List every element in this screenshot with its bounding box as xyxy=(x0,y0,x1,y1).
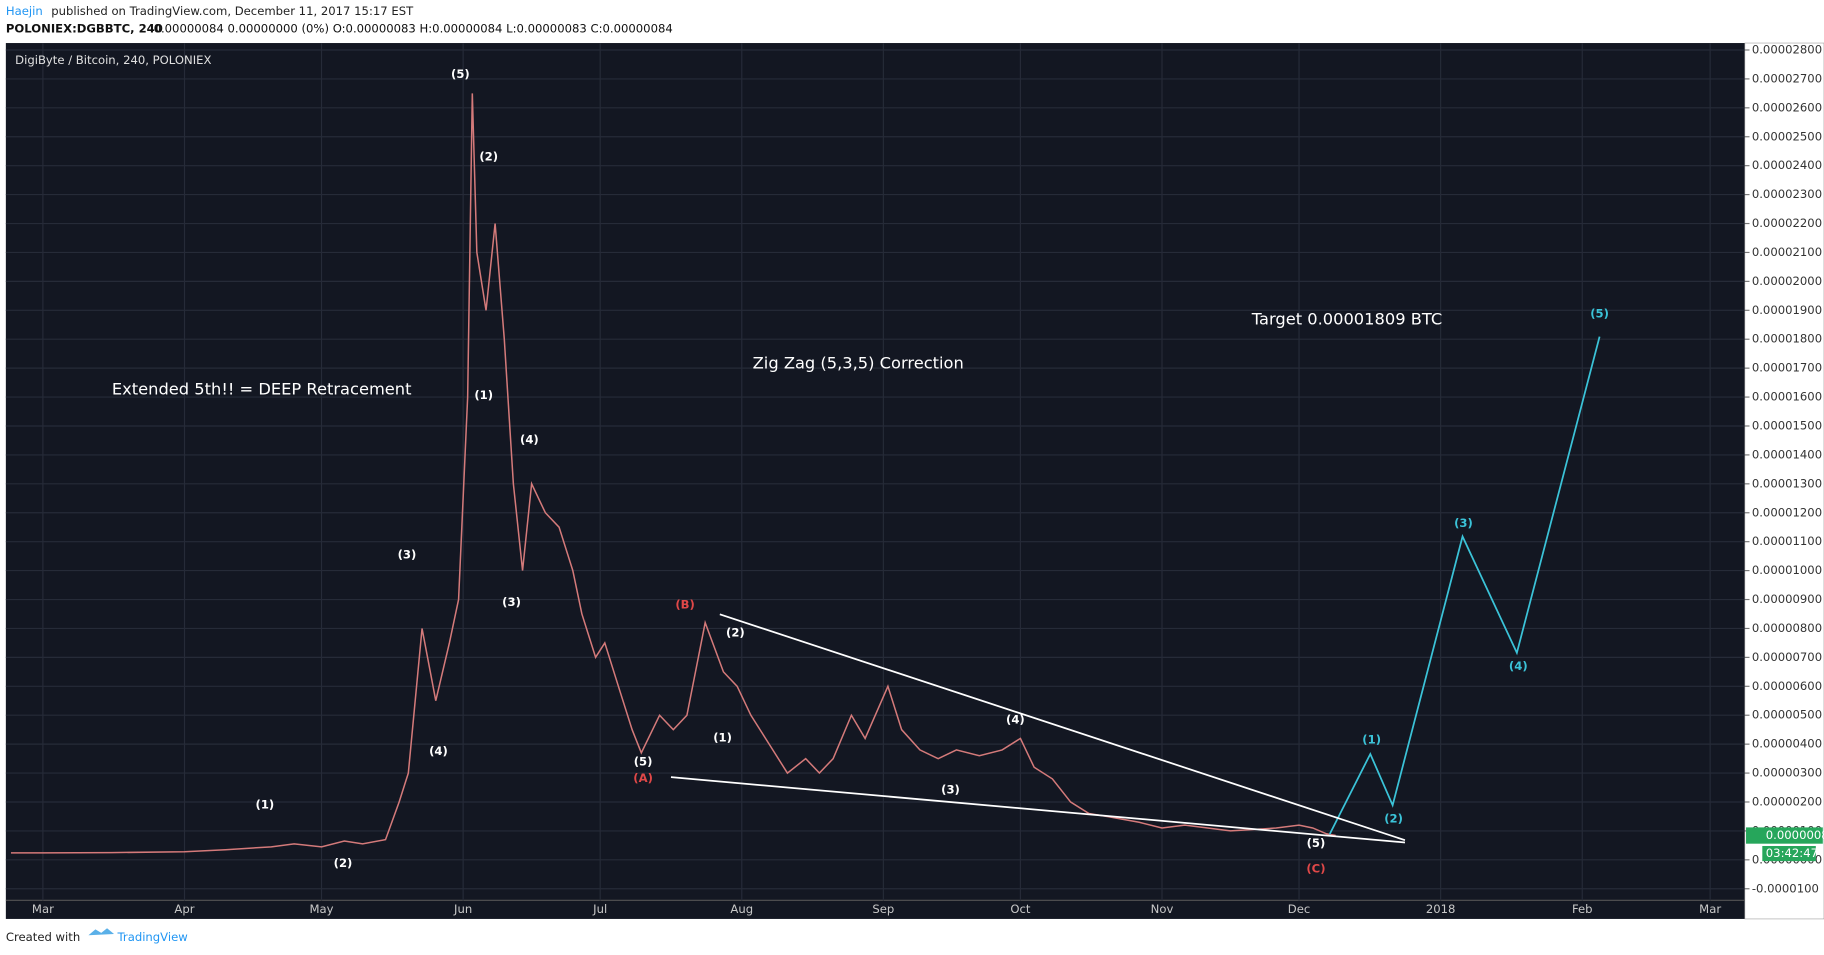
y-tick-label: 0.00001900 xyxy=(1752,303,1822,317)
y-tick-label: 0.00000600 xyxy=(1752,679,1822,693)
wave-label: (1) xyxy=(713,730,732,744)
y-tick-label: 0.00002700 xyxy=(1752,71,1822,85)
x-tick-label: 2018 xyxy=(1426,902,1456,916)
wave-label: (2) xyxy=(1384,812,1403,826)
y-tick-label: 0.00000900 xyxy=(1752,592,1822,606)
x-tick-label: Mar xyxy=(32,902,54,916)
y-tick-label: 0.00002200 xyxy=(1752,216,1822,230)
x-tick-label: Nov xyxy=(1151,902,1174,916)
wave-label: (3) xyxy=(398,547,417,561)
wave-label: (5) xyxy=(1307,836,1326,850)
y-tick-label: 0.00001300 xyxy=(1752,476,1822,490)
series-line xyxy=(719,613,1406,842)
x-tick-label: Jul xyxy=(592,902,607,916)
y-tick-label: 0.00002000 xyxy=(1752,274,1822,288)
y-tick-label: -0.0000100 xyxy=(1752,881,1819,895)
chart-title: DigiByte / Bitcoin, 240, POLONIEX xyxy=(15,53,211,67)
wave-label: (4) xyxy=(520,432,539,446)
x-tick-label: Sep xyxy=(872,902,894,916)
symbol: POLONIEX:DGBBTC, 240 xyxy=(6,22,163,36)
brand[interactable]: TradingView xyxy=(117,930,189,944)
wave-label: (5) xyxy=(451,67,470,81)
wave-label: (1) xyxy=(474,388,493,402)
y-tick-label: 0.00001000 xyxy=(1752,563,1822,577)
plot-area xyxy=(5,43,1745,919)
y-tick-label: 0.00001400 xyxy=(1752,447,1822,461)
x-tick-label: May xyxy=(310,902,334,916)
y-tick-label: 0.00002300 xyxy=(1752,187,1822,201)
published: published on TradingView.com, December 1… xyxy=(51,4,414,18)
y-axis-panel xyxy=(1744,42,1824,920)
x-tick-label: Dec xyxy=(1288,902,1311,916)
x-tick-label: Mar xyxy=(1699,902,1721,916)
y-tick-label: 0.00000400 xyxy=(1752,737,1822,751)
series-line xyxy=(1328,336,1601,835)
wave-label: (5) xyxy=(634,755,653,769)
y-tick-label: 0.00000800 xyxy=(1752,621,1822,635)
price-tag xyxy=(1746,827,1823,844)
y-tick-label: 0.00000500 xyxy=(1752,708,1822,722)
author: Haejin xyxy=(6,4,43,18)
y-tick-label: 0.00001700 xyxy=(1752,361,1822,375)
wave-label: (4) xyxy=(1006,713,1025,727)
wave-label: (3) xyxy=(502,595,521,609)
y-tick-label: 0.00000200 xyxy=(1752,794,1822,808)
y-tick-label: 0.00002100 xyxy=(1752,245,1822,259)
x-tick-label: Oct xyxy=(1010,902,1031,916)
wave-label: (A) xyxy=(633,771,653,785)
logo xyxy=(88,928,115,936)
quote: 0.00000084 0.00000000 (0%) O:0.00000083 … xyxy=(154,22,673,36)
y-tick-label: 0.00001200 xyxy=(1752,505,1822,519)
annotation-text: Extended 5th!! = DEEP Retracement xyxy=(112,379,412,398)
y-tick-label: 0.00001600 xyxy=(1752,390,1822,404)
series-line xyxy=(670,776,1406,844)
countdown-label: 03:42:47 xyxy=(1766,846,1818,860)
y-tick-label: 0.00002500 xyxy=(1752,129,1822,143)
y-tick-label: 0.00000300 xyxy=(1752,766,1822,780)
wave-label: (4) xyxy=(429,744,448,758)
wave-label: (1) xyxy=(1362,733,1381,747)
annotation-text: Target 0.00001809 BTC xyxy=(1251,310,1442,329)
created-with: Created with xyxy=(6,930,80,944)
wave-label: (C) xyxy=(1306,862,1325,876)
x-tick-label: Apr xyxy=(174,902,194,916)
y-tick-label: 0.00002400 xyxy=(1752,158,1822,172)
wave-label: (4) xyxy=(1509,659,1528,673)
y-tick-label: 0.00002600 xyxy=(1752,100,1822,114)
y-tick-label: 0.00001100 xyxy=(1752,534,1822,548)
wave-label: (5) xyxy=(1590,307,1609,321)
countdown-tag xyxy=(1762,846,1816,862)
wave-label: (2) xyxy=(479,150,498,164)
wave-label: (2) xyxy=(334,856,353,870)
wave-label: (B) xyxy=(675,598,695,612)
y-tick-label: 0.00002800 xyxy=(1752,42,1822,56)
x-tick-label: Jun xyxy=(453,902,472,916)
wave-label: (3) xyxy=(941,783,960,797)
wave-label: (2) xyxy=(726,626,745,640)
y-tick-label: 0.00001800 xyxy=(1752,332,1822,346)
y-tick-label: 0.00001500 xyxy=(1752,418,1822,432)
x-tick-label: Aug xyxy=(730,902,753,916)
annotation-text: Zig Zag (5,3,5) Correction xyxy=(753,354,964,373)
price-tag-label: 0.00000084 xyxy=(1766,828,1824,842)
x-tick-label: Feb xyxy=(1572,902,1593,916)
wave-label: (1) xyxy=(256,798,275,812)
y-tick-label: 0.00000700 xyxy=(1752,650,1822,664)
wave-label: (3) xyxy=(1454,516,1473,530)
